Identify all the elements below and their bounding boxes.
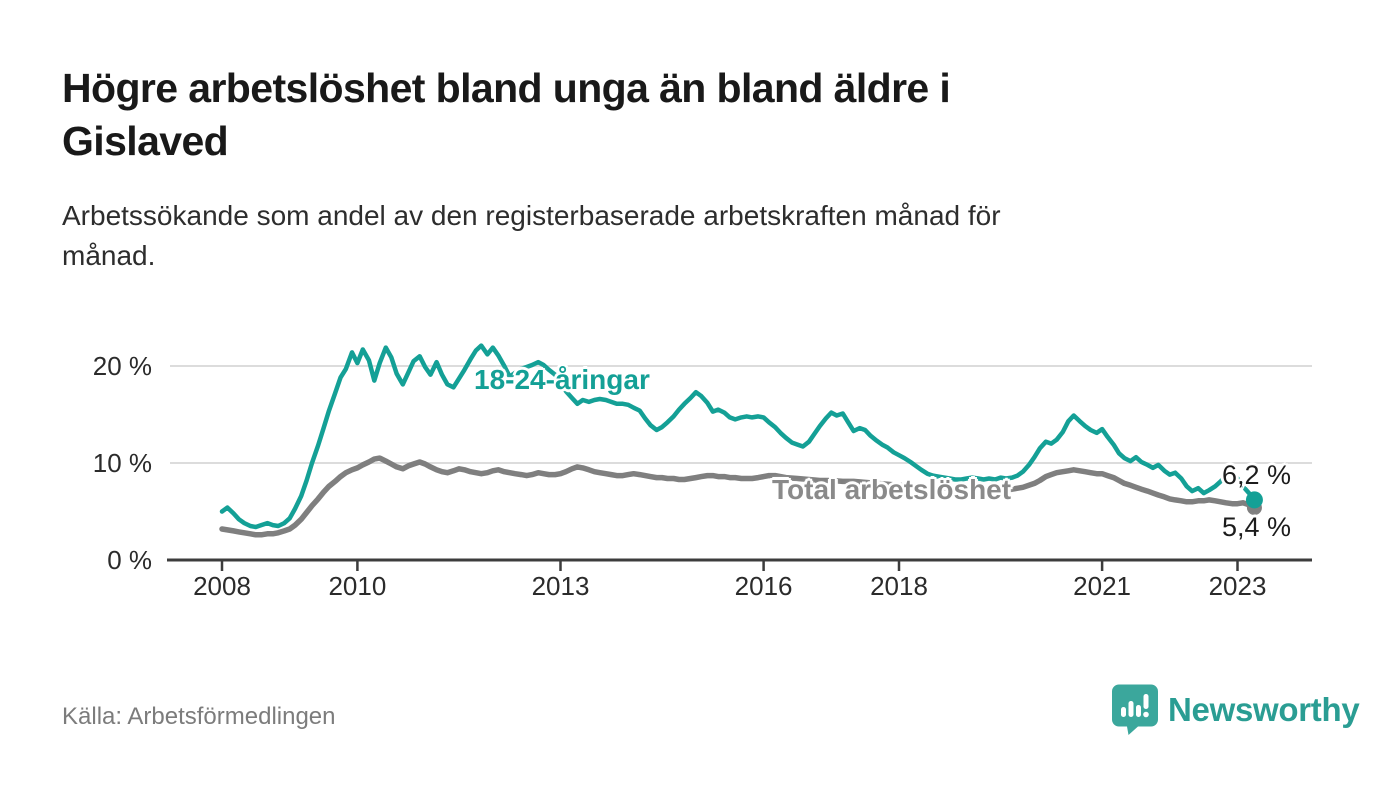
y-tick-label: 20 % (92, 351, 152, 381)
page-subtitle-line-2: månad. (62, 240, 156, 271)
x-tick-label: 2023 (1208, 571, 1267, 601)
x-tick-label: 2016 (734, 571, 793, 601)
x-tick-label: 2010 (328, 571, 387, 601)
page-title-line-2: Gislaved (62, 118, 229, 164)
page-subtitle-line-1: Arbetssökande som andel av den registerb… (62, 200, 1001, 231)
bar-chart-speech-bubble-icon (1112, 684, 1158, 735)
series-end-dot-0 (1245, 491, 1263, 509)
source-text: Källa: Arbetsförmedlingen (62, 703, 336, 730)
x-tick-label: 2013 (531, 571, 590, 601)
x-tick-label: 2021 (1073, 571, 1132, 601)
series-label-total: Total arbetslöshet (772, 474, 1012, 505)
page-subtitle: Arbetssökande som andel av den registerb… (62, 196, 1292, 276)
end-value-label-young: 6,2 % (1222, 460, 1292, 490)
x-tick-label: 2018 (870, 571, 928, 601)
series-line-1 (219, 455, 1258, 538)
newsworthy-wordmark: Newsworthy (1168, 690, 1360, 728)
y-tick-label: 0 % (107, 545, 152, 575)
series-label-young: 18-24-åringar (474, 364, 650, 395)
newsworthy-logo: Newsworthy (1111, 684, 1360, 735)
y-tick-label: 10 % (92, 448, 152, 478)
page-title-line-1: Högre arbetslöshet bland unga än bland ä… (62, 65, 951, 111)
series-line-0 (219, 343, 1257, 530)
page-title: Högre arbetslöshet bland unga än bland ä… (62, 62, 1282, 168)
end-value-label-total: 5,4 % (1222, 512, 1292, 542)
x-tick-label: 2008 (193, 571, 251, 601)
